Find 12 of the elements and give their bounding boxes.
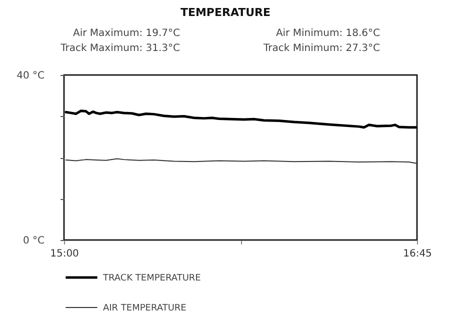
y-tick-label: 0 °C	[22, 236, 45, 246]
legend-label: AIR TEMPERATURE	[103, 304, 187, 314]
text: Track Minimum: 27.3°C	[262, 43, 381, 54]
x-tick-label: 15:00	[50, 248, 79, 260]
line-series	[64, 110, 418, 129]
text: Track Maximum: 31.3°C	[60, 43, 181, 54]
x-tick-label: 16:45	[403, 248, 432, 260]
chart-title: TEMPERATURE	[179, 6, 272, 21]
legend-label: TRACK TEMPERATURE	[102, 274, 202, 284]
text: Air Minimum: 18.6°C	[274, 28, 381, 39]
y-tick-label: 40 °C	[16, 70, 45, 82]
text: Air Maximum: 19.7°C	[72, 28, 181, 39]
